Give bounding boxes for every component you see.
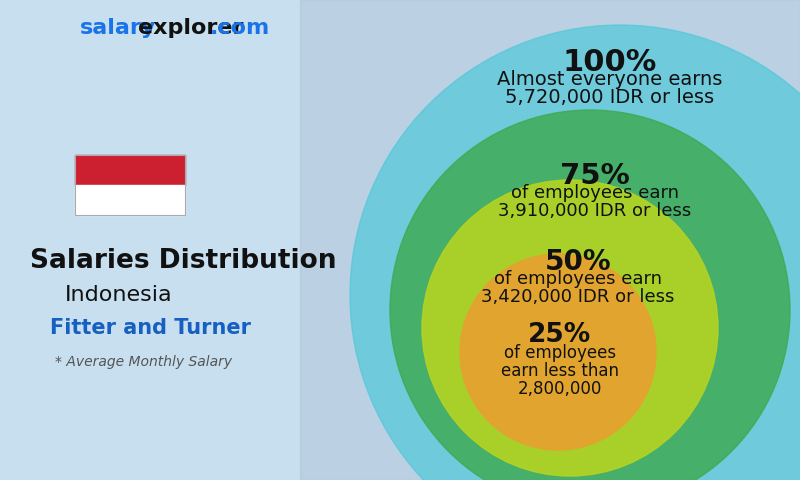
- Bar: [300, 0, 800, 480]
- Circle shape: [460, 254, 656, 450]
- Text: 5,720,000 IDR or less: 5,720,000 IDR or less: [506, 88, 714, 107]
- Text: 100%: 100%: [563, 48, 657, 77]
- Text: 50%: 50%: [545, 248, 611, 276]
- Text: 75%: 75%: [560, 162, 630, 190]
- Text: explorer: explorer: [138, 18, 243, 38]
- Text: earn less than: earn less than: [501, 362, 619, 380]
- Text: Indonesia: Indonesia: [65, 285, 173, 305]
- Bar: [75, 185, 185, 215]
- Text: salary: salary: [80, 18, 156, 38]
- Text: 2,800,000: 2,800,000: [518, 380, 602, 398]
- Text: .com: .com: [210, 18, 270, 38]
- Text: Fitter and Turner: Fitter and Turner: [50, 318, 251, 338]
- Text: of employees earn: of employees earn: [511, 184, 679, 202]
- Text: of employees: of employees: [504, 344, 616, 362]
- Text: 3,910,000 IDR or less: 3,910,000 IDR or less: [498, 202, 692, 220]
- Circle shape: [422, 180, 718, 476]
- Circle shape: [390, 110, 790, 480]
- Circle shape: [350, 25, 800, 480]
- Text: Almost everyone earns: Almost everyone earns: [498, 70, 722, 89]
- Text: 3,420,000 IDR or less: 3,420,000 IDR or less: [482, 288, 674, 306]
- Text: Salaries Distribution: Salaries Distribution: [30, 248, 337, 274]
- Bar: [75, 155, 185, 185]
- Text: of employees earn: of employees earn: [494, 270, 662, 288]
- Bar: [75, 155, 185, 215]
- Text: 25%: 25%: [528, 322, 592, 348]
- Text: * Average Monthly Salary: * Average Monthly Salary: [55, 355, 232, 369]
